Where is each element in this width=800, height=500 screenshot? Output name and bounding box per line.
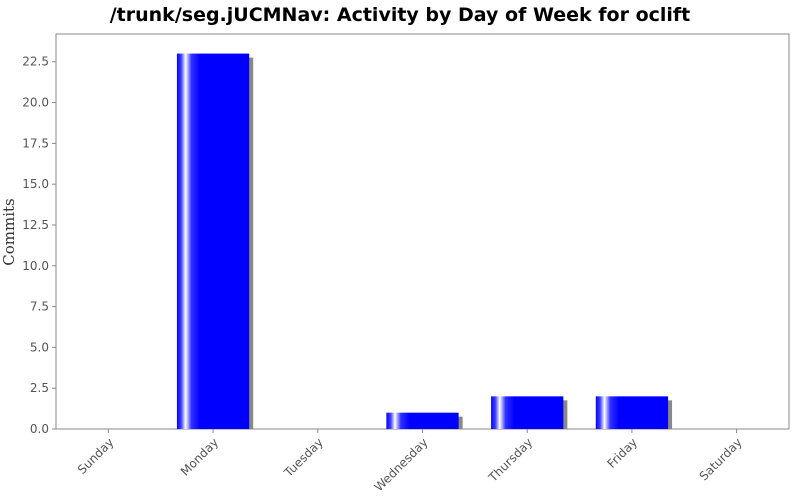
- y-tick-label: 20.0: [22, 96, 49, 110]
- bars-group: [176, 53, 673, 429]
- y-tick-label: 7.5: [30, 300, 49, 314]
- bar-monday: [176, 53, 250, 429]
- bar-friday: [595, 396, 669, 429]
- bar-thursday: [491, 396, 564, 429]
- y-tick-label: 12.5: [22, 218, 49, 232]
- x-tick-label-monday: Monday: [178, 435, 221, 478]
- bar-wednesday: [386, 412, 459, 429]
- y-tick-label: 5.0: [30, 340, 49, 354]
- x-tick-label-friday: Friday: [604, 435, 640, 471]
- y-axis-label: Commits: [0, 198, 18, 265]
- y-tick-label: 2.5: [30, 381, 49, 395]
- plot-frame: [55, 33, 790, 430]
- y-tick-label: 15.0: [22, 177, 49, 191]
- x-tick-label-thursday: Thursday: [485, 435, 535, 485]
- y-tick-label: 0.0: [30, 422, 49, 436]
- x-axis: Sunday Monday Tuesday Wednesday Thursday Frid…: [75, 429, 745, 494]
- x-tick-label-sunday: Sunday: [75, 435, 117, 477]
- x-tick-label-wednesday: Wednesday: [372, 435, 431, 494]
- chart-title: /trunk/seg.jUCMNav: Activity by Day of W…: [110, 4, 691, 26]
- y-tick-label: 17.5: [22, 136, 49, 150]
- x-tick-label-saturday: Saturday: [697, 435, 745, 483]
- y-axis: 0.0 2.5 5.0 7.5 10.0 12.5 15.0 17.5 20.0 22.5: [22, 55, 56, 436]
- y-tick-label: 22.5: [22, 55, 49, 69]
- y-tick-label: 10.0: [22, 259, 49, 273]
- x-tick-label-tuesday: Tuesday: [281, 435, 326, 480]
